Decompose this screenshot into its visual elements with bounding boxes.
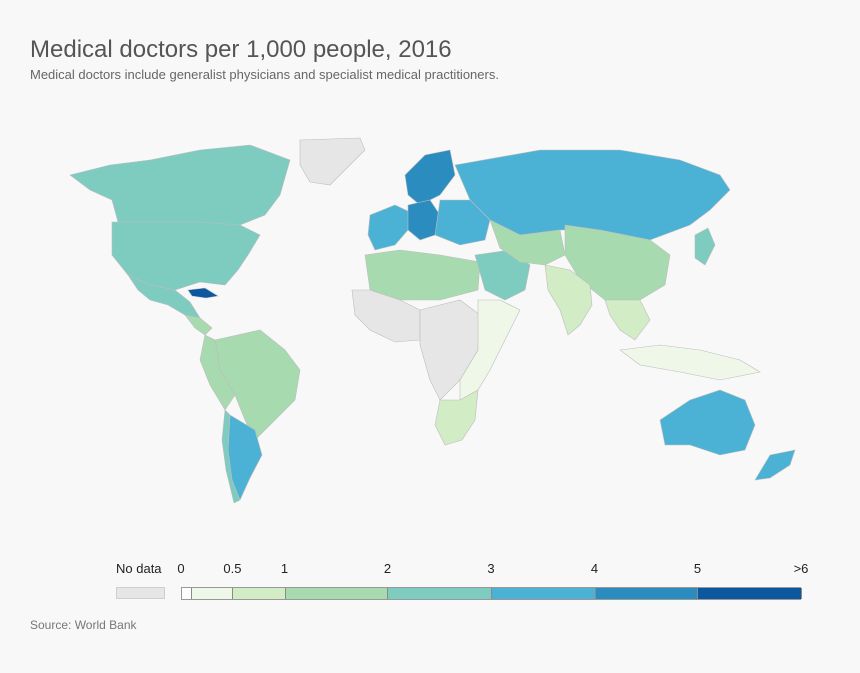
map-region-western-europe [367,204,411,251]
map-region-australia [659,389,756,456]
legend-color-bin [388,588,492,599]
map-region-china [564,224,671,301]
map-region-chile [221,409,241,504]
legend-no-data-label: No data [116,561,162,576]
legend-zero-bin [182,588,192,599]
map-region-southern-africa [434,389,479,446]
legend-tick-label: >6 [793,561,809,576]
legend-tick-label: 5 [693,561,702,576]
legend-tick-label: 1 [280,561,289,576]
map-region-east-africa [459,299,521,401]
map-region-north-africa [364,249,481,301]
map-region-central-asia [489,219,566,266]
chart-title: Medical doctors per 1,000 people, 2016 [30,36,452,63]
legend-tick-label: 0 [177,561,185,576]
map-region-new-zealand [754,449,796,481]
map-region-japan [694,227,716,266]
legend-color-bin [698,588,802,599]
legend-color-bin [233,588,286,599]
legend-no-data-swatch [116,587,165,599]
map-region-canada [69,144,291,226]
legend-tick-label: 0.5 [223,561,242,576]
legend-color-scale [181,587,802,600]
map-region-southeast-asia [604,299,651,341]
map-region-central-america [184,314,213,336]
map-region-india [544,264,593,336]
source-note: Source: World Bank [30,618,137,632]
legend-color-bin [492,588,596,599]
map-region-greenland [299,137,366,186]
legend-tick-label: 4 [590,561,599,576]
legend-color-bin [182,588,234,599]
map-region-indonesia [619,344,761,381]
map-region-scandinavia [404,149,456,206]
legend-color-bin [595,588,699,599]
map-region-eastern-europe [434,199,491,246]
legend-color-bin [285,588,389,599]
legend-tick-label: 2 [383,561,392,576]
map-region-cuba [187,287,219,299]
chart-subtitle: Medical doctors include generalist physi… [30,67,499,82]
map-region-andean-south-america [199,334,236,411]
legend-tick-label: 3 [487,561,495,576]
